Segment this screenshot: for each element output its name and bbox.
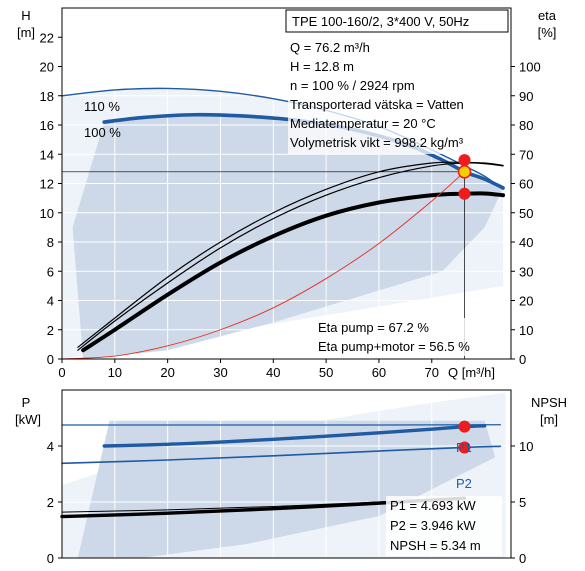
y-right-tick-label: 100 — [519, 60, 541, 75]
x-tick-label: 70 — [425, 365, 439, 380]
title-box — [285, 9, 509, 33]
eta-pump-motor-text: Eta pump+motor = 56.5 % — [318, 339, 470, 354]
y-left-tick-label: 0 — [47, 352, 54, 367]
x-tick-label: 40 — [266, 365, 280, 380]
npsh-unit: [m] — [540, 412, 558, 427]
head-curve-label-100: 100 % — [84, 125, 121, 140]
duty-point-marker — [457, 165, 472, 179]
p-tick-label: 2 — [47, 495, 54, 510]
power-npsh-chart: 0 2 4 0 5 10 P [kW] NPSH [m] P1 P2 P1 = 4.693… — [15, 389, 567, 566]
operating-range-area — [72, 114, 504, 359]
x-tick-label: 60 — [372, 365, 386, 380]
eta-pump-motor-curve — [81, 191, 506, 353]
eta-pump-text: Eta pump = 67.2 % — [318, 320, 429, 335]
y-left-tick-label: 12 — [40, 177, 54, 192]
info-line-n: n = 100 % / 2924 rpm — [290, 78, 415, 93]
info-line-q: Q = 76.2 m³/h — [290, 40, 370, 55]
p1-curve-label: P1 — [456, 440, 472, 455]
y-right-unit: [%] — [538, 25, 557, 40]
y-left-tick-label: 18 — [40, 89, 54, 104]
x-tick-label: 20 — [160, 365, 174, 380]
head-axis-ticks: 0 10 20 30 40 50 60 70 0 2 4 6 8 10 12 14 16 18 20 22 0 10 20 3… — [40, 30, 541, 380]
y-right-tick-label: 90 — [519, 89, 533, 104]
y-right-tick-label: 70 — [519, 147, 533, 162]
y-left-tick-label: 16 — [40, 118, 54, 133]
info-line-h: H = 12.8 m — [290, 59, 354, 74]
npsh-tick-label: 5 — [519, 495, 526, 510]
p-tick-label: 4 — [47, 439, 54, 454]
info-line-density: Volymetrisk vikt = 998.2 kg/m³ — [290, 135, 464, 150]
p2-curve-label: P2 — [456, 476, 472, 491]
x-tick-label: 10 — [108, 365, 122, 380]
y-left-tick-label: 6 — [47, 264, 54, 279]
x-tick-label: 50 — [319, 365, 333, 380]
y-right-tick-label: 60 — [519, 177, 533, 192]
y-right-tick-label: 10 — [519, 323, 533, 338]
x-unit: Q [m³/h] — [448, 365, 495, 380]
p-unit: [kW] — [15, 412, 41, 427]
npsh-tick-label: 10 — [519, 439, 533, 454]
power-range-area — [77, 420, 496, 558]
x-tick-label: 30 — [213, 365, 227, 380]
power-curves — [60, 420, 502, 519]
x-tick-label: 0 — [58, 365, 65, 380]
pump-title: TPE 100-160/2, 3*400 V, 50Hz — [292, 14, 469, 29]
y-right-tick-label: 30 — [519, 264, 533, 279]
y-right-tick-label: 80 — [519, 118, 533, 133]
y-left-label: H — [21, 8, 30, 23]
y-right-label: eta — [538, 8, 557, 23]
power-plot-frame — [61, 389, 512, 559]
eta-pump-curve — [77, 162, 504, 351]
npsh-value-text: NPSH = 5.34 m — [390, 538, 481, 553]
p-label: P — [22, 395, 31, 410]
p2-marker — [458, 441, 471, 454]
y-left-tick-label: 4 — [47, 294, 54, 309]
eta-pump-motor-marker — [458, 187, 471, 200]
y-left-unit: [m] — [17, 25, 35, 40]
p2-value-text: P2 = 3.946 kW — [390, 518, 476, 533]
p-tick-label: 0 — [47, 551, 54, 566]
system-curve — [61, 171, 465, 360]
power-axis-ticks: 0 2 4 0 5 10 — [47, 439, 534, 566]
p1-marker — [458, 420, 471, 433]
npsh-tick-label: 0 — [519, 551, 526, 566]
y-right-tick-label: 20 — [519, 294, 533, 309]
p1-curve — [102, 424, 487, 448]
head-curve-label-110: 110 % — [84, 99, 120, 114]
y-left-tick-label: 8 — [47, 235, 54, 250]
eta-block: Eta pump = 67.2 % Eta pump+motor = 56.5 … — [316, 318, 498, 356]
y-left-tick-label: 20 — [40, 60, 54, 75]
y-right-tick-label: 50 — [519, 206, 533, 221]
info-line-liquid: Transporterad vätska = Vatten — [290, 97, 464, 112]
y-right-tick-label: 0 — [519, 352, 526, 367]
head-efficiency-chart: 0 10 20 30 40 50 60 70 0 2 4 6 8 10 12 14 16 18 20 22 0 10 20 3… — [17, 7, 557, 380]
npsh-label: NPSH — [531, 395, 567, 410]
y-right-tick-label: 40 — [519, 235, 533, 250]
y-left-tick-label: 10 — [40, 206, 54, 221]
y-left-tick-label: 2 — [47, 323, 54, 338]
p1-value-text: P1 = 4.693 kW — [390, 498, 476, 513]
info-block: Q = 76.2 m³/h H = 12.8 m n = 100 % / 292… — [288, 38, 488, 154]
y-left-tick-label: 14 — [40, 147, 54, 162]
info-line-temperature: Mediatemperatur = 20 °C — [290, 116, 436, 131]
power-values-block: P1 = 4.693 kW P2 = 3.946 kW NPSH = 5.34 … — [386, 496, 502, 556]
y-left-tick-label: 22 — [40, 30, 54, 45]
head-110-marker — [458, 154, 471, 167]
